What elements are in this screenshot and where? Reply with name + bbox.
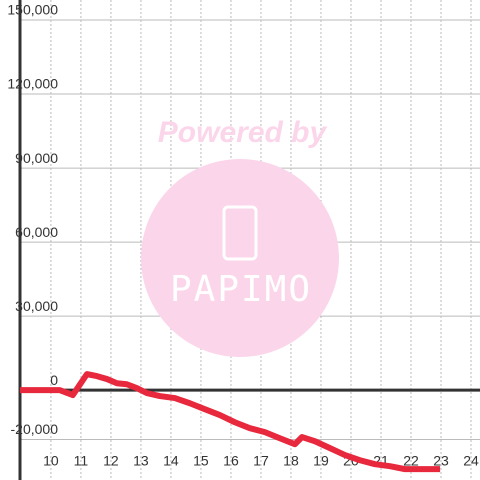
y-tick-label: 60,000 [15,224,58,240]
x-tick-label: 22 [403,453,419,469]
x-tick-label: 15 [193,453,209,469]
x-tick-label: 12 [103,453,119,469]
x-tick-label: 14 [163,453,179,469]
x-tick-label: 23 [433,453,449,469]
x-tick-label: 11 [74,453,89,469]
y-tick-label: 90,000 [15,150,58,166]
y-tick-label: 120,000 [7,76,58,92]
watermark-text: Powered by [158,116,328,149]
x-tick-label: 16 [223,453,239,469]
y-tick-label: -20,000 [11,421,59,437]
x-tick-label: 18 [283,453,299,469]
x-tick-label: 19 [313,453,329,469]
watermark-logo: PAPIMO [170,269,312,310]
watermark: Powered by PAPIMO [141,116,339,357]
y-tick-label: 30,000 [15,298,58,314]
watermark-icon [222,205,258,261]
y-tick-label: 0 [50,372,58,388]
x-tick-label: 17 [253,453,269,469]
x-tick-label: 10 [43,453,59,469]
x-tick-label: 13 [133,453,149,469]
y-tick-label: 150,000 [7,2,58,18]
line [20,371,441,473]
x-tick-label: 24 [463,453,479,469]
